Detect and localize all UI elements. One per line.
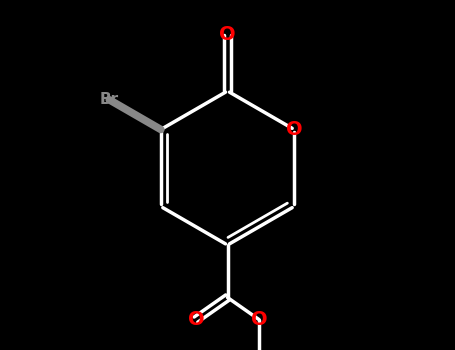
Text: O: O bbox=[187, 310, 204, 329]
Text: O: O bbox=[219, 26, 236, 44]
Text: Br: Br bbox=[100, 92, 119, 107]
Text: O: O bbox=[251, 310, 268, 329]
Text: O: O bbox=[286, 120, 303, 139]
